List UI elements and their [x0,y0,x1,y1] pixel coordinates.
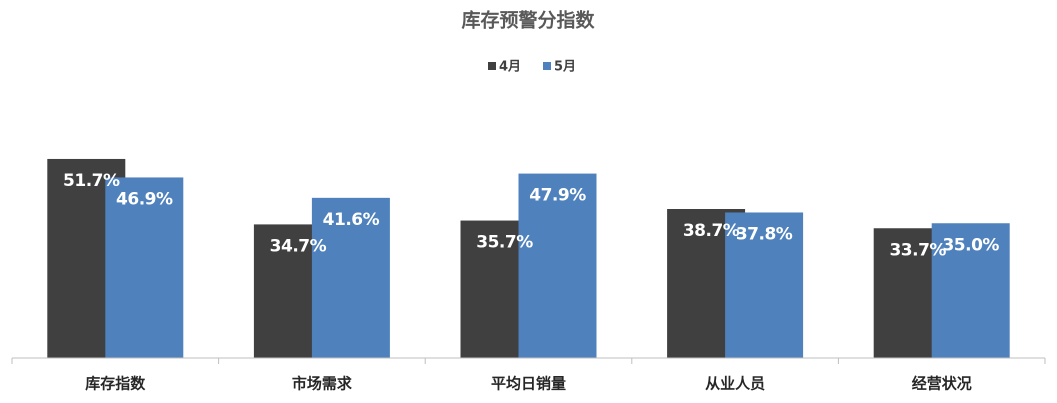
data-label: 34.7% [270,236,327,256]
data-label: 37.8% [736,224,793,244]
data-label: 33.7% [889,240,946,260]
bar [105,177,184,358]
data-label: 35.0% [942,235,999,255]
bar [518,173,597,358]
x-tick-label: 平均日销量 [491,375,566,393]
legend-label: 5月 [554,60,576,75]
data-label: 38.7% [683,221,740,241]
data-label: 35.7% [476,233,533,253]
data-label: 47.9% [529,186,586,206]
x-tick-label: 市场需求 [292,375,353,393]
chart-title: 库存预警分指数 [461,9,595,32]
legend-swatch [488,62,496,70]
bar [725,212,804,358]
legend-label: 4月 [499,60,521,75]
bar [311,197,390,358]
data-label: 46.9% [116,189,173,209]
legend-swatch [543,62,551,70]
bar [931,223,1010,358]
x-tick-label: 库存指数 [85,375,146,393]
x-tick-label: 经营状况 [912,375,972,393]
data-label: 51.7% [63,171,120,191]
x-tick-label: 从业人员 [705,375,765,393]
data-label: 41.6% [323,210,380,230]
